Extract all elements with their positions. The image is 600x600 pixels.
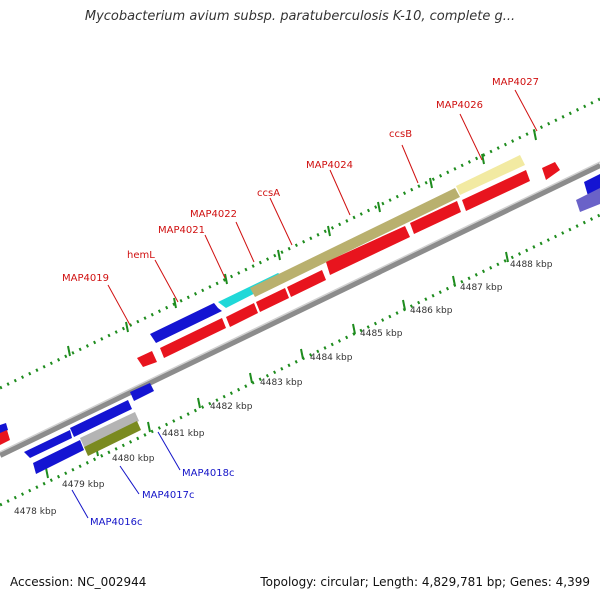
map-title: Mycobacterium avium subsp. paratuberculo… bbox=[84, 9, 516, 24]
tick-label: 4481 kbp bbox=[162, 429, 205, 439]
tick-label: 4484 kbp bbox=[310, 353, 353, 363]
tick-label: 4480 kbp bbox=[112, 454, 155, 464]
region-cds bbox=[250, 188, 460, 297]
genome-backbone bbox=[0, 161, 600, 458]
region-cds-light bbox=[456, 155, 525, 195]
forward-features[interactable] bbox=[150, 155, 600, 343]
gene-label: MAP4018c bbox=[182, 468, 234, 479]
tick-label: 4485 kbp bbox=[360, 329, 403, 339]
gene-MAP4016c bbox=[24, 430, 72, 458]
topology-text: Topology: circular; Length: 4,829,781 bp… bbox=[260, 575, 590, 589]
gene-MAP4027 bbox=[542, 162, 560, 180]
gene-rev-4 bbox=[256, 288, 289, 312]
lower-gene-labels: MAP4016c MAP4017c MAP4018c bbox=[90, 468, 234, 528]
gene-label: hemL bbox=[127, 250, 155, 261]
ruler-labels: 4478 kbp 4479 kbp 4480 kbp 4481 kbp 4482… bbox=[14, 260, 553, 517]
gene-label: MAP4021 bbox=[158, 225, 205, 236]
gene-left-edge bbox=[0, 423, 8, 434]
tick-label: 4487 kbp bbox=[460, 283, 503, 293]
gene-MAP4017c bbox=[70, 400, 132, 437]
major-ticks bbox=[45, 129, 537, 479]
left-features[interactable] bbox=[0, 383, 154, 474]
gene-purple-right bbox=[576, 188, 600, 212]
lower-leader-lines bbox=[71, 431, 181, 519]
gene-MAP4018c bbox=[130, 383, 154, 401]
region-gray bbox=[80, 412, 139, 447]
gene-label: ccsA bbox=[257, 188, 280, 199]
accession-text: Accession: NC_002944 bbox=[10, 575, 147, 589]
gene-rev-8 bbox=[462, 170, 530, 211]
gene-label: MAP4017c bbox=[142, 490, 194, 501]
tick-label: 4479 kbp bbox=[62, 480, 105, 490]
tick-label: 4482 kbp bbox=[210, 402, 253, 412]
gene-label: MAP4027 bbox=[492, 77, 539, 88]
tick-label: 4483 kbp bbox=[260, 378, 303, 388]
gene-label: MAP4026 bbox=[436, 100, 483, 111]
gene-left-red bbox=[0, 430, 10, 445]
gene-rev-3 bbox=[226, 303, 258, 327]
tick-label: 4486 kbp bbox=[410, 306, 453, 316]
upper-leader-lines bbox=[107, 89, 538, 326]
region-olive bbox=[84, 421, 141, 456]
gene-label: MAP4024 bbox=[306, 160, 353, 171]
gene-rev-1 bbox=[137, 351, 157, 367]
gene-rev-5 bbox=[287, 270, 326, 297]
gene-label: MAP4022 bbox=[190, 209, 237, 220]
gene-label: MAP4019 bbox=[62, 273, 109, 284]
tick-label: 4478 kbp bbox=[14, 507, 57, 517]
reverse-features[interactable] bbox=[137, 170, 530, 367]
tick-label: 4488 kbp bbox=[510, 260, 553, 270]
gene-rev-2 bbox=[160, 318, 226, 358]
gene-rev-6 bbox=[326, 226, 410, 275]
gene-lower-blue bbox=[33, 440, 84, 474]
upper-gene-labels: MAP4019 hemL MAP4021 MAP4022 ccsA MAP402… bbox=[62, 77, 539, 284]
gene-label: ccsB bbox=[389, 129, 412, 140]
gene-label: MAP4016c bbox=[90, 517, 142, 528]
gene-MAP4019 bbox=[150, 303, 222, 343]
gene-rev-7 bbox=[410, 201, 461, 234]
lower-tick-track bbox=[0, 213, 600, 507]
upper-tick-track bbox=[0, 97, 600, 390]
